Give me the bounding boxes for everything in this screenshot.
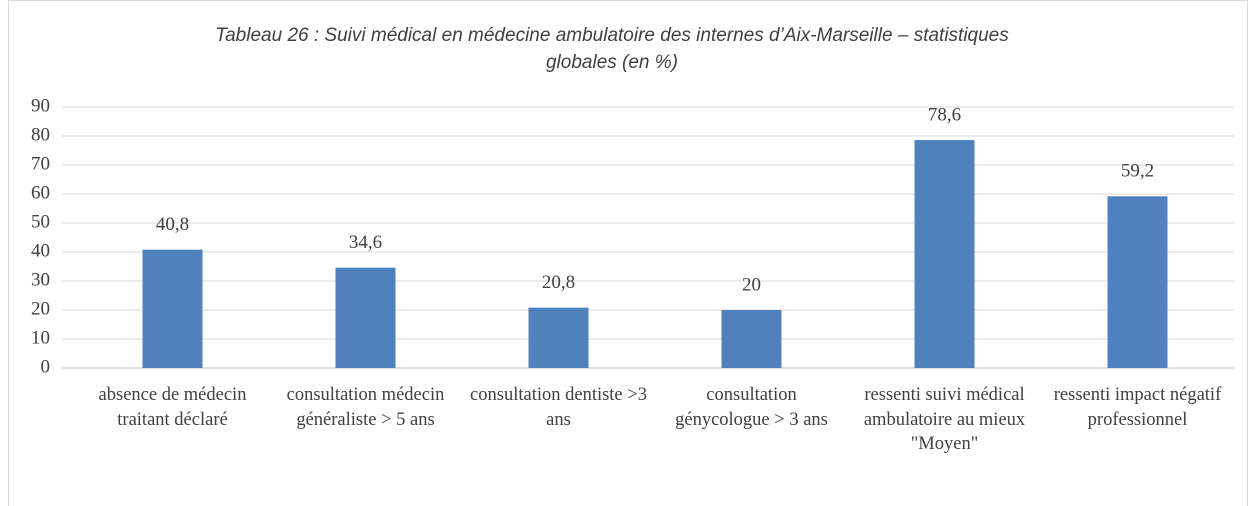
data-label: 20 (742, 274, 761, 295)
x-tick-label: ressenti impact négatif professionnel (1053, 385, 1222, 430)
bar (142, 249, 203, 368)
y-tick-label: 0 (41, 356, 51, 377)
x-tick-label: ressenti suivi médical ambulatoire au mi… (863, 385, 1026, 454)
chart-frame (8, 0, 1248, 506)
bar (1107, 196, 1168, 368)
bar (528, 307, 589, 368)
data-label: 59,2 (1121, 161, 1154, 182)
data-label: 34,6 (349, 232, 382, 253)
y-tick-label: 70 (31, 153, 50, 174)
y-tick-label: 40 (31, 240, 50, 261)
data-label: 78,6 (928, 104, 961, 125)
bar (914, 140, 975, 368)
y-tick-label: 60 (31, 182, 50, 203)
y-tick-label: 50 (31, 211, 50, 232)
y-tick-label: 20 (31, 298, 50, 319)
x-tick-label: consultation génycologue > 3 ans (675, 385, 828, 430)
data-label: 20,8 (542, 272, 575, 293)
bar (335, 267, 396, 368)
data-label: 40,8 (156, 214, 189, 235)
x-tick-label: absence de médecin traitant déclaré (98, 385, 247, 430)
x-tick-label: consultation dentiste >3 ans (470, 385, 647, 430)
y-tick-label: 10 (31, 327, 50, 348)
x-tick-label: consultation médecin généraliste > 5 ans (286, 385, 445, 430)
bar (721, 310, 782, 368)
y-tick-label: 30 (31, 269, 50, 290)
y-tick-label: 90 (31, 95, 50, 116)
chart-title: Tableau 26 : Suivi médical en médecine a… (215, 25, 1009, 73)
y-tick-label: 80 (31, 124, 50, 145)
